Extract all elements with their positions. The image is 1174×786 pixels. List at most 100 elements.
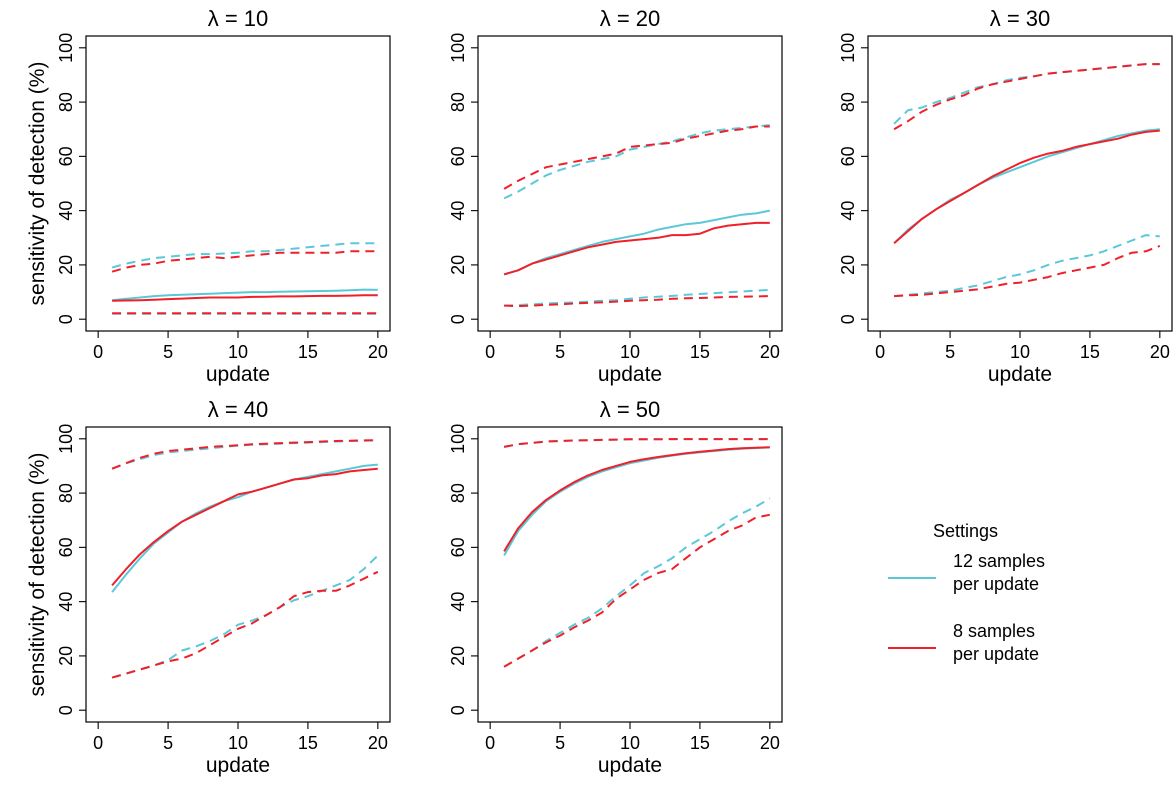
y-tick-label: 20 (448, 646, 468, 666)
y-tick-label: 40 (448, 201, 468, 221)
series-line-mean (111, 463, 378, 593)
y-tick-label: 100 (838, 33, 858, 63)
y-tick-label: 60 (448, 537, 468, 557)
panel-title: λ = 40 (208, 397, 269, 422)
x-axis-label: update (206, 754, 270, 777)
series-line-upper (893, 63, 1160, 131)
series-line-upper (111, 250, 378, 273)
x-axis-label: update (206, 363, 270, 386)
y-tick-label: 20 (838, 255, 858, 275)
series-line-lower (503, 513, 770, 668)
series-line-mean (893, 129, 1160, 244)
y-tick-label: 40 (448, 592, 468, 612)
y-tick-label: 20 (448, 255, 468, 275)
plot-frame (867, 35, 1173, 332)
panel-title: λ = 50 (600, 397, 661, 422)
x-tick-label: 15 (298, 342, 318, 362)
series-line-upper (111, 439, 378, 470)
y-tick-label: 20 (56, 646, 76, 666)
series-line-upper (503, 438, 770, 448)
series-line-lower (503, 497, 771, 668)
x-tick-label: 20 (1150, 342, 1170, 362)
x-tick-label: 10 (228, 342, 248, 362)
y-tick-label: 60 (838, 146, 858, 166)
y-tick-label: 80 (448, 92, 468, 112)
x-axis-label: update (988, 363, 1052, 386)
y-tick-label: 80 (448, 483, 468, 503)
legend-item-12-samples: 12 samples per update (888, 551, 1045, 594)
y-tick-label: 0 (838, 314, 858, 324)
series-line-upper (893, 63, 1160, 125)
series-line-upper (503, 125, 770, 190)
x-tick-label: 0 (485, 733, 495, 753)
plot-frame (477, 426, 783, 723)
y-tick-label: 0 (448, 314, 468, 324)
series-line-mean (112, 288, 378, 302)
legend-label-12-samples-line1: 12 samples (953, 551, 1045, 571)
legend-label-8-samples-line2: per update (953, 644, 1039, 664)
x-tick-label: 10 (620, 733, 640, 753)
series-line-mean (112, 294, 378, 302)
series-line-lower (894, 244, 1161, 298)
x-tick-label: 15 (298, 733, 318, 753)
x-tick-label: 0 (485, 342, 495, 362)
x-tick-label: 5 (945, 342, 955, 362)
y-tick-label: 60 (56, 146, 76, 166)
panel-title: λ = 10 (208, 6, 269, 31)
y-tick-label: 100 (448, 424, 468, 454)
x-tick-label: 10 (620, 342, 640, 362)
y-tick-label: 20 (56, 255, 76, 275)
panel-2: λ = 30 0 5 10 15 20 0 20 40 60 80 100 update (838, 6, 1173, 386)
legend-item-8-samples: 8 samples per update (888, 621, 1039, 664)
panel-0: λ = 10 0 5 10 15 20 0 20 40 60 80 100 update sensitiv… (26, 6, 391, 386)
x-tick-label: 15 (690, 342, 710, 362)
y-tick-label: 40 (56, 201, 76, 221)
plot-frame (85, 426, 391, 723)
series-line-upper (503, 124, 770, 200)
x-tick-label: 5 (555, 733, 565, 753)
series-line-mean (111, 467, 378, 587)
panels: λ = 100 5 10 15 20020406080100updatesensitiv… (26, 6, 1173, 777)
series-line-mean (893, 128, 1160, 244)
series-line-lower (111, 554, 379, 679)
legend-label-8-samples-line1: 8 samples (953, 621, 1035, 641)
x-tick-label: 0 (93, 342, 103, 362)
x-tick-label: 0 (93, 733, 103, 753)
series-line-lower (894, 234, 1160, 298)
y-tick-label: 80 (56, 92, 76, 112)
series-line-upper (111, 242, 378, 269)
x-axis-label: update (598, 363, 662, 386)
x-tick-label: 20 (368, 733, 388, 753)
series-line-lower (111, 570, 379, 679)
x-tick-label: 5 (555, 342, 565, 362)
legend: Settings 12 samples per update 8 samples… (888, 521, 1045, 664)
panel-1: λ = 20 0 5 10 15 20 0 20 40 60 80 100 update (448, 6, 783, 386)
x-tick-label: 15 (690, 733, 710, 753)
series-line-upper (503, 438, 770, 448)
y-tick-label: 0 (56, 705, 76, 715)
x-tick-label: 20 (368, 342, 388, 362)
series-line-mean (503, 209, 770, 276)
x-tick-label: 5 (163, 733, 173, 753)
panel-3: λ = 40 0 5 10 15 20 0 20 40 60 80 100 update sensitiv… (26, 397, 391, 777)
plot-frame (85, 35, 391, 332)
panel-title: λ = 30 (990, 6, 1051, 31)
y-tick-label: 60 (448, 146, 468, 166)
legend-title: Settings (933, 521, 998, 541)
y-tick-label: 40 (56, 592, 76, 612)
x-tick-label: 5 (163, 342, 173, 362)
y-tick-label: 100 (448, 33, 468, 63)
y-tick-label: 0 (448, 705, 468, 715)
x-tick-label: 20 (760, 733, 780, 753)
x-tick-label: 10 (228, 733, 248, 753)
y-tick-label: 100 (56, 424, 76, 454)
panel-4: λ = 50 0 5 10 15 20 0 20 40 60 80 100 update (448, 397, 783, 777)
y-tick-label: 80 (838, 92, 858, 112)
x-tick-label: 10 (1010, 342, 1030, 362)
legend-label-12-samples-line2: per update (953, 574, 1039, 594)
y-tick-label: 0 (56, 314, 76, 324)
y-tick-label: 80 (56, 483, 76, 503)
y-axis-label: sensitivity of detection (%) (26, 453, 49, 697)
series-line-mean (503, 221, 770, 276)
